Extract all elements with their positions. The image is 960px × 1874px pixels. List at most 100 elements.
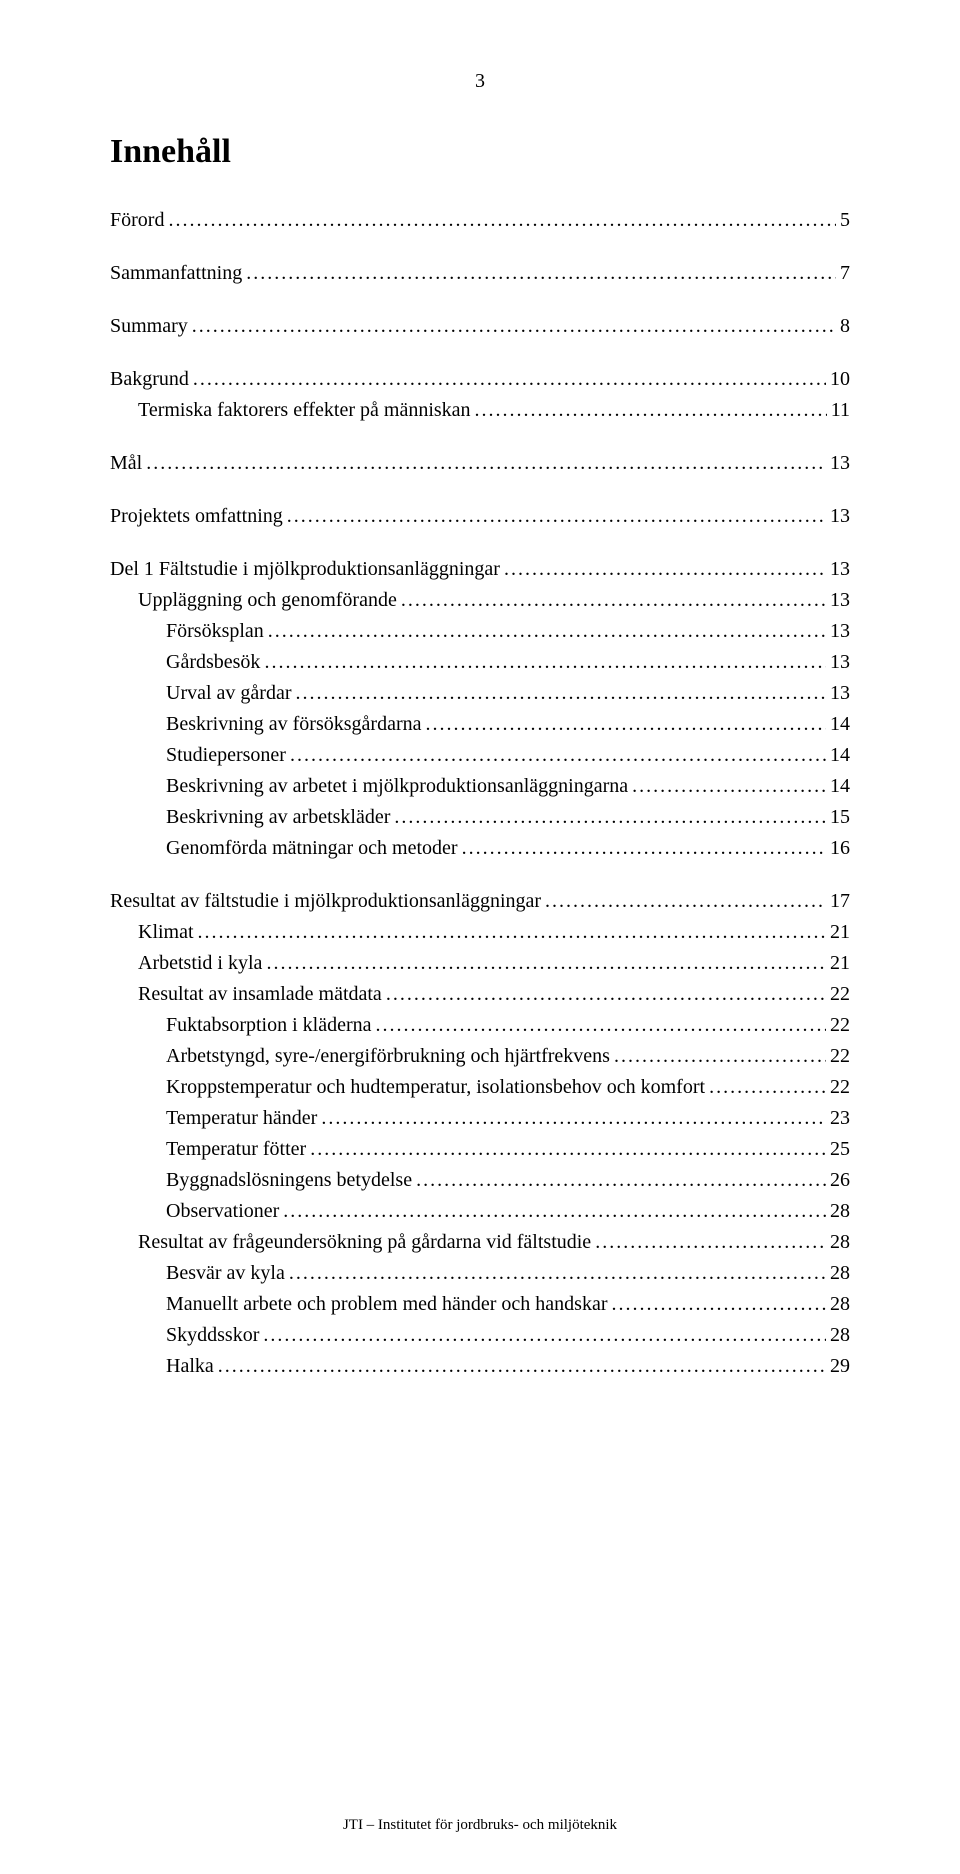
toc-entry: Studiepersoner 14: [110, 740, 850, 771]
toc-leader-dots: [218, 1351, 826, 1382]
toc-leader-dots: [416, 1165, 826, 1196]
toc-entry-page: 26: [830, 1165, 850, 1196]
toc-entry-label: Bakgrund: [110, 364, 189, 395]
toc-entry-label: Observationer: [166, 1196, 279, 1227]
toc-entry-page: 14: [830, 740, 850, 771]
toc-entry-label: Halka: [166, 1351, 214, 1382]
toc-entry: Arbetstyngd, syre-/energiförbrukning och…: [110, 1041, 850, 1072]
toc-leader-dots: [462, 833, 826, 864]
toc-leader-dots: [386, 979, 826, 1010]
document-page: 3 Innehåll Förord 5 Sammanfattning 7 Summary…: [0, 0, 960, 1874]
toc-leader-dots: [401, 585, 826, 616]
toc-entry-label: Genomförda mätningar och metoder: [166, 833, 458, 864]
toc-entry-page: 13: [830, 616, 850, 647]
toc-leader-dots: [475, 395, 827, 426]
toc-entry: Klimat21: [110, 917, 850, 948]
toc-entry-page: 25: [830, 1134, 850, 1165]
toc-entry-page: 16: [830, 833, 850, 864]
page-number: 3: [110, 70, 850, 93]
toc-entry-page: 5: [840, 205, 850, 236]
toc-entry-label: Sammanfattning: [110, 258, 242, 289]
toc-entry-page: 22: [830, 1041, 850, 1072]
footer-text: JTI – Institutet för jordbruks- och milj…: [0, 1817, 960, 1834]
toc-entry-label: Arbetstid i kyla: [138, 948, 262, 979]
toc-entry-label: Manuellt arbete och problem med händer o…: [166, 1289, 608, 1320]
toc-entry-label: Temperatur händer: [166, 1103, 317, 1134]
toc-entry-page: 15: [830, 802, 850, 833]
toc-entry-label: Förord: [110, 205, 164, 236]
toc-list: Förord 5 Sammanfattning 7 Summary 8 Bakgrund 10…: [110, 205, 850, 1382]
toc-entry: Arbetstid i kyla21: [110, 948, 850, 979]
toc-entry-label: Beskrivning av försöksgårdarna: [166, 709, 422, 740]
toc-entry: Beskrivning av arbetet i mjölkproduktion…: [110, 771, 850, 802]
toc-entry-label: Resultat av insamlade mätdata: [138, 979, 382, 1010]
toc-entry-page: 22: [830, 1010, 850, 1041]
toc-entry: Beskrivning av försöksgårdarna14: [110, 709, 850, 740]
toc-entry-page: 28: [830, 1258, 850, 1289]
toc-entry-page: 13: [830, 448, 850, 479]
toc-leader-dots: [321, 1103, 826, 1134]
toc-entry: Beskrivning av arbetskläder 15: [110, 802, 850, 833]
toc-entry: Skyddsskor 28: [110, 1320, 850, 1351]
toc-entry: Del 1 Fältstudie i mjölkproduktionsanläg…: [110, 554, 850, 585]
toc-entry: Sammanfattning 7: [110, 258, 850, 289]
toc-entry-label: Skyddsskor: [166, 1320, 259, 1351]
toc-entry-label: Termiska faktorers effekter på människan: [138, 395, 471, 426]
toc-leader-dots: [595, 1227, 826, 1258]
toc-leader-dots: [246, 258, 836, 289]
toc-entry-label: Urval av gårdar: [166, 678, 292, 709]
toc-entry-page: 28: [830, 1320, 850, 1351]
toc-entry-label: Gårdsbesök: [166, 647, 260, 678]
toc-leader-dots: [612, 1289, 826, 1320]
toc-entry-label: Projektets omfattning: [110, 501, 283, 532]
toc-entry: Förord 5: [110, 205, 850, 236]
toc-leader-dots: [146, 448, 826, 479]
toc-entry-page: 28: [830, 1289, 850, 1320]
toc-leader-dots: [193, 364, 826, 395]
toc-entry-page: 10: [830, 364, 850, 395]
toc-entry: Kroppstemperatur och hudtemperatur, isol…: [110, 1072, 850, 1103]
toc-entry-page: 7: [840, 258, 850, 289]
toc-entry-page: 17: [830, 886, 850, 917]
toc-entry-label: Byggnadslösningens betydelse: [166, 1165, 412, 1196]
toc-leader-dots: [168, 205, 836, 236]
toc-entry-page: 28: [830, 1196, 850, 1227]
toc-leader-dots: [310, 1134, 826, 1165]
toc-entry: Bakgrund 10: [110, 364, 850, 395]
toc-leader-dots: [290, 740, 826, 771]
toc-entry: Observationer 28: [110, 1196, 850, 1227]
toc-leader-dots: [394, 802, 826, 833]
toc-entry-label: Försöksplan: [166, 616, 264, 647]
toc-entry-label: Arbetstyngd, syre-/energiförbrukning och…: [166, 1041, 610, 1072]
toc-entry-page: 23: [830, 1103, 850, 1134]
toc-entry-label: Summary: [110, 311, 188, 342]
toc-entry-label: Beskrivning av arbetet i mjölkproduktion…: [166, 771, 628, 802]
toc-entry: Mål13: [110, 448, 850, 479]
toc-entry-page: 21: [830, 917, 850, 948]
toc-entry-page: 14: [830, 771, 850, 802]
toc-entry: Fuktabsorption i kläderna22: [110, 1010, 850, 1041]
toc-entry-page: 13: [830, 554, 850, 585]
toc-leader-dots: [266, 948, 826, 979]
toc-entry: Projektets omfattning13: [110, 501, 850, 532]
toc-leader-dots: [287, 501, 826, 532]
toc-entry: Resultat av fältstudie i mjölkproduktion…: [110, 886, 850, 917]
toc-title: Innehåll: [110, 133, 850, 171]
toc-entry: Försöksplan 13: [110, 616, 850, 647]
toc-entry: Summary 8: [110, 311, 850, 342]
toc-leader-dots: [709, 1072, 826, 1103]
toc-entry-label: Studiepersoner: [166, 740, 286, 771]
toc-entry-page: 13: [830, 678, 850, 709]
toc-entry-page: 11: [831, 395, 850, 426]
toc-leader-dots: [545, 886, 826, 917]
toc-entry: Termiska faktorers effekter på människan…: [110, 395, 850, 426]
toc-entry-page: 28: [830, 1227, 850, 1258]
toc-entry-page: 8: [840, 311, 850, 342]
toc-entry-label: Beskrivning av arbetskläder: [166, 802, 390, 833]
toc-entry: Besvär av kyla28: [110, 1258, 850, 1289]
toc-entry-label: Uppläggning och genomförande: [138, 585, 397, 616]
toc-entry-label: Resultat av frågeundersökning på gårdarn…: [138, 1227, 591, 1258]
toc-entry-label: Resultat av fältstudie i mjölkproduktion…: [110, 886, 541, 917]
toc-leader-dots: [192, 311, 836, 342]
toc-leader-dots: [264, 647, 826, 678]
